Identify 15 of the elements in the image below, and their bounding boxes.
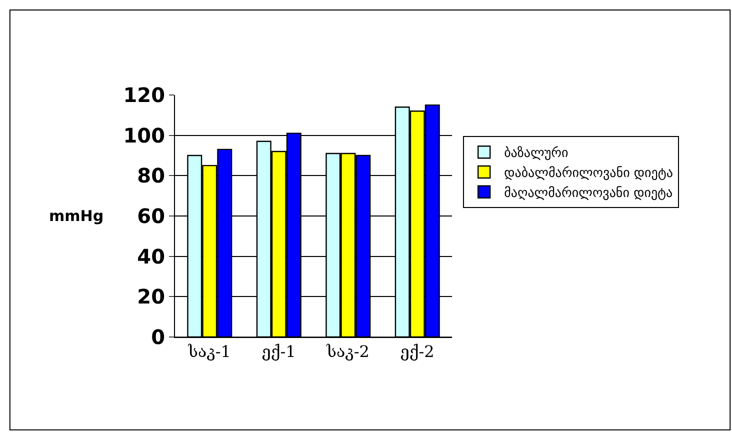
x-tick-label: ექ-1: [262, 342, 296, 362]
legend-label: მაღალმარილოვანი დიეტა: [504, 186, 673, 201]
y-tick-label: 40: [137, 244, 165, 268]
y-tick-label: 20: [137, 284, 165, 309]
x-tick-label: საკ-1: [187, 342, 231, 362]
y-tick-label: 100: [123, 123, 165, 148]
y-tick-label: 60: [137, 204, 165, 228]
legend-label: დაბალმარილოვანი დიეტა: [504, 166, 673, 182]
x-tick-label: ექ-2: [400, 342, 434, 362]
x-tick-label: საკ-2: [326, 342, 370, 362]
y-tick-label: 80: [137, 164, 165, 188]
y-tick-label: 0: [151, 325, 165, 349]
legend-label: ბაზალური: [504, 146, 568, 162]
y-axis-title: mmHg: [49, 207, 104, 225]
y-tick-label: 120: [123, 83, 165, 107]
